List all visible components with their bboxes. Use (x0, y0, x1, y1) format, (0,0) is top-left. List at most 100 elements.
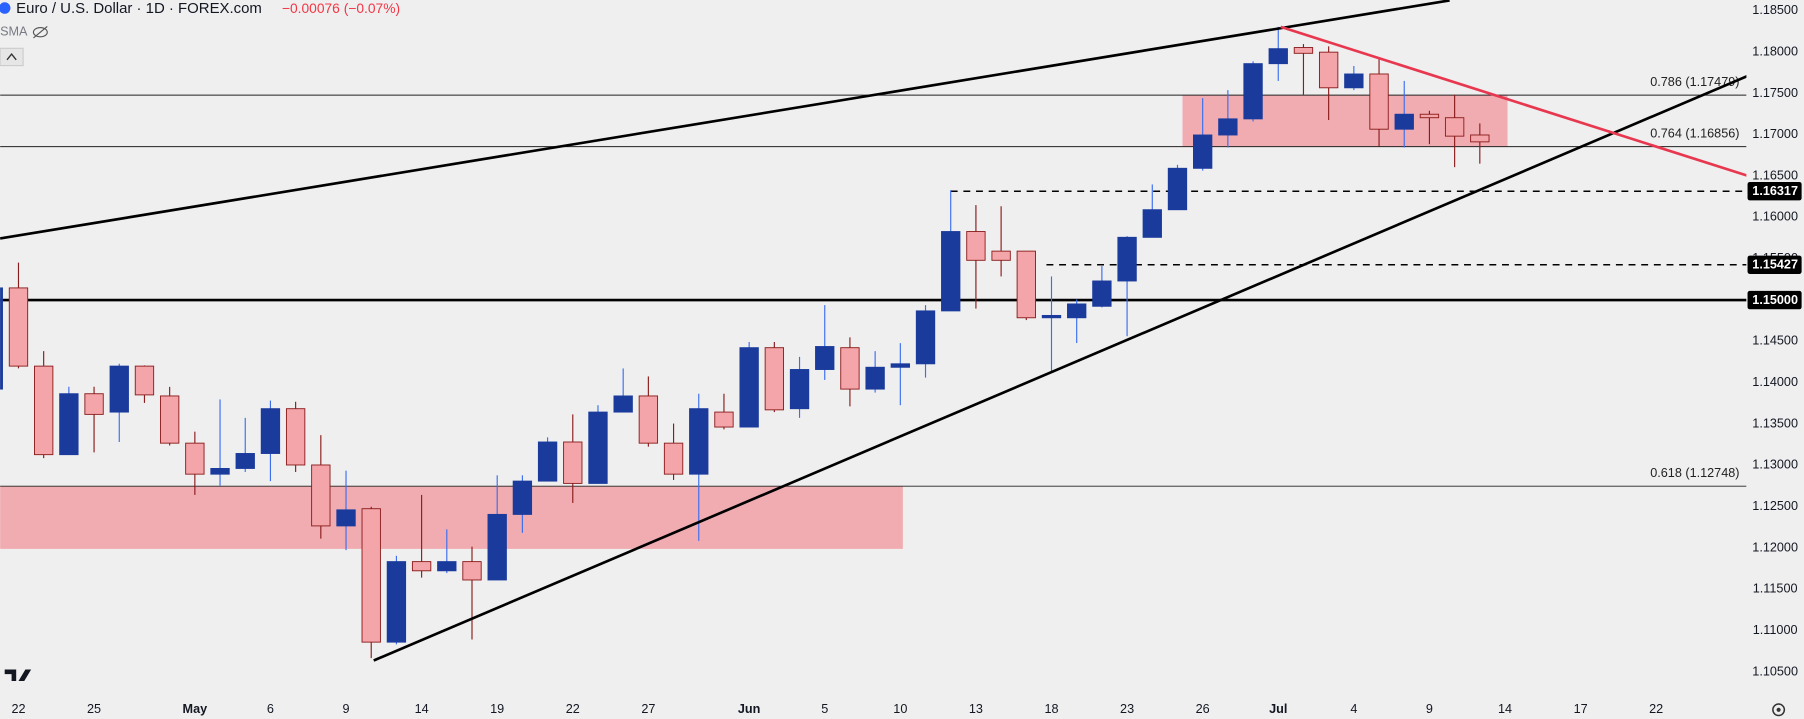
candle-body (336, 509, 356, 527)
candle (1193, 98, 1213, 171)
candle (1243, 61, 1263, 122)
candle-body (159, 395, 180, 444)
y-tick-label: 1.14500 (1752, 334, 1798, 348)
x-tick-label: May (183, 702, 208, 716)
candle-body (1243, 63, 1263, 120)
x-tick-label: 19 (490, 702, 504, 716)
candle-body (34, 365, 54, 456)
candle (336, 470, 356, 551)
candle (588, 405, 608, 484)
candle (537, 437, 558, 482)
symbol-title: Euro / U.S. Dollar · 1D · FOREX.com (16, 0, 262, 17)
indicator-label[interactable]: SMA (0, 25, 28, 39)
y-tick-label: 1.10500 (1752, 664, 1798, 678)
price-level-label: 1.15427 (1752, 258, 1798, 272)
y-tick-label: 1.14000 (1752, 375, 1798, 389)
x-tick-label: 22 (11, 702, 25, 716)
candle (1394, 80, 1414, 148)
candle (1419, 110, 1440, 145)
candle (1067, 299, 1087, 344)
y-tick-label: 1.11500 (1753, 582, 1798, 596)
trendline (1280, 25, 1747, 177)
settings-button[interactable] (1772, 703, 1786, 717)
fib-label: 0.786 (1.17479) (1650, 75, 1739, 89)
x-tick-label: 4 (1350, 702, 1357, 716)
candle (1117, 236, 1137, 337)
candle-body (311, 464, 331, 527)
candle-body (59, 393, 79, 456)
candle-body (840, 347, 860, 390)
candle (59, 386, 79, 456)
candle-body (865, 366, 885, 390)
candle-body (1167, 167, 1188, 211)
candle (739, 341, 759, 428)
candle-body (260, 408, 281, 454)
candle-body (185, 442, 205, 475)
candle-body (1369, 73, 1389, 130)
candle-body (588, 411, 608, 484)
candle-body (487, 513, 507, 581)
candle-body (361, 508, 381, 643)
candle-body (815, 346, 835, 370)
candle (487, 475, 507, 581)
candle (613, 368, 633, 413)
tradingview-logo (4, 669, 32, 682)
candle (134, 365, 155, 403)
candle-body (386, 561, 407, 643)
candle (386, 555, 407, 645)
candle-body (1067, 303, 1087, 319)
candle-body (411, 561, 432, 572)
candle (865, 351, 885, 393)
candle (941, 190, 961, 312)
visibility-icon[interactable] (32, 26, 48, 39)
x-tick-label: 23 (1120, 702, 1134, 716)
fib-label: 0.764 (1.16856) (1650, 126, 1739, 140)
candle-body (1394, 113, 1414, 130)
y-tick-label: 1.11000 (1753, 623, 1798, 637)
candle-body (1293, 47, 1314, 54)
x-tick-label: 5 (821, 702, 828, 716)
y-tick-label: 1.18000 (1752, 44, 1798, 58)
candle (1344, 65, 1364, 91)
candle-body (109, 365, 129, 413)
x-tick-label: 14 (1498, 702, 1512, 716)
y-tick-label: 1.18500 (1752, 3, 1798, 17)
candle-body (1419, 113, 1440, 119)
candle (890, 343, 910, 406)
candle (1369, 57, 1389, 147)
y-tick-label: 1.13500 (1752, 416, 1798, 430)
candle-body (285, 408, 306, 466)
candle-body (0, 287, 3, 390)
x-tick-label: 26 (1196, 702, 1210, 716)
candle (1444, 94, 1465, 168)
y-tick-label: 1.17000 (1752, 127, 1798, 141)
candle (185, 431, 205, 495)
candle (210, 399, 230, 486)
candle-body (890, 363, 910, 368)
candle (437, 529, 457, 574)
candle (1167, 164, 1188, 211)
candle-body (1092, 280, 1112, 307)
candle-body (941, 231, 961, 312)
price-level-box (1747, 290, 1802, 310)
x-tick-label: 9 (1426, 702, 1433, 716)
collapse-button[interactable] (0, 47, 24, 67)
zone (0, 486, 903, 549)
candle (840, 337, 860, 407)
symbol-icon (0, 2, 11, 14)
candle-body (739, 347, 759, 428)
candle-body (537, 441, 558, 482)
y-tick-label: 1.13000 (1752, 458, 1798, 472)
candle (1041, 276, 1062, 373)
candle-body (991, 250, 1011, 261)
candle (1092, 266, 1112, 308)
y-tick-label: 1.17500 (1752, 86, 1798, 100)
candle (663, 423, 684, 480)
candle (1218, 90, 1238, 148)
candle (1268, 26, 1288, 81)
price-level-label: 1.16317 (1752, 184, 1798, 198)
candle (0, 287, 3, 390)
x-tick-label: Jul (1269, 702, 1287, 716)
trendline (0, 0, 1450, 240)
candle (109, 363, 129, 443)
